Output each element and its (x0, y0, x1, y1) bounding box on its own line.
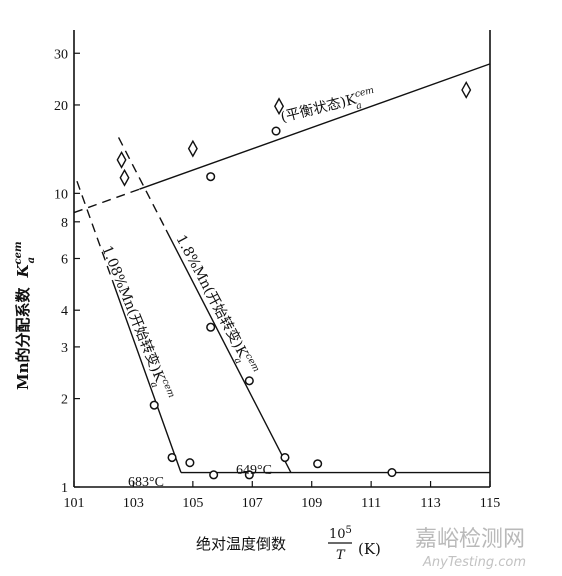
y-tick-label: 2 (61, 393, 68, 408)
fit-line-solid (165, 229, 292, 473)
circle-point (206, 322, 216, 332)
diamond-point (274, 97, 285, 116)
x-tick-label: 103 (123, 496, 144, 511)
x-tick-label: 101 (64, 496, 85, 511)
x-tick-label: 105 (182, 496, 203, 511)
tick-marks: 101 103 105 107 109 111 113 115 1 2 3 4 6 8 10 20 30 (54, 47, 500, 511)
x-tick-label: 113 (420, 496, 440, 511)
x-axis-fraction-numerator: 105 (329, 525, 352, 542)
axes (73, 30, 491, 488)
circle-point (149, 400, 159, 410)
diamond-point (116, 150, 127, 169)
circle-point (209, 470, 219, 480)
label-1-8-mn: 1.8%Mn(开始转变)Kcema (168, 231, 261, 379)
y-axis-label: Mn的分配系数Kcem a (13, 241, 37, 390)
fit-line-dashed (117, 137, 167, 231)
label-equilibrium: (平衡状态)Kcema (279, 85, 379, 131)
y-tick-label: 6 (61, 253, 68, 268)
watermark-title: 嘉峪检测网 (415, 527, 525, 552)
x-tick-label: 115 (480, 496, 500, 511)
x-axis-title: 绝对温度倒数 105 T (K) (196, 525, 381, 563)
fit-line-solid (139, 63, 491, 190)
x-axis-fraction-denominator: T (336, 548, 346, 563)
x-axis-label: 绝对温度倒数 (196, 535, 286, 553)
x-axis-unit: (K) (358, 540, 381, 558)
series-labels: (平衡状态)Kcema 1.08%Mn(开始转变)Kcema1.8%Mn(开始转变… (94, 85, 379, 490)
circle-point (167, 452, 177, 463)
x-tick-label: 109 (301, 496, 322, 511)
circle-point (387, 467, 397, 478)
y-axis-title: Mn的分配系数Kcem a (13, 241, 37, 390)
diamond-point (187, 139, 198, 158)
fit-lines (73, 63, 491, 474)
circle-point (313, 459, 323, 469)
y-tick-label: 1 (61, 481, 68, 496)
y-tick-label: 20 (54, 99, 68, 114)
temperature-annotation: 649°C (236, 463, 272, 478)
fit-line-solid (111, 280, 182, 473)
y-tick-label: 8 (61, 216, 68, 231)
circle-point (280, 452, 290, 463)
diamond-point (461, 81, 472, 99)
fit-line-dashed (73, 188, 140, 214)
watermark: 嘉峪检测网 AnyTesting.com (415, 527, 526, 570)
circle-point (206, 172, 216, 182)
y-tick-label: 10 (54, 187, 68, 202)
circle-point (244, 376, 254, 386)
data-points (116, 81, 472, 480)
y-tick-label: 30 (54, 47, 68, 62)
label-1-08-mn: 1.08%Mn(开始转变)Kcema (94, 243, 177, 404)
y-tick-label: 3 (61, 341, 68, 356)
y-tick-label: 4 (61, 304, 68, 319)
circle-point (185, 458, 195, 468)
circle-point (271, 126, 281, 136)
circle-point (244, 470, 254, 480)
x-tick-label: 111 (361, 496, 381, 511)
watermark-url: AnyTesting.com (422, 555, 526, 570)
x-tick-label: 107 (242, 496, 263, 511)
temperature-annotation: 683°C (128, 475, 164, 490)
diamond-point (119, 168, 130, 187)
fit-line-dashed (76, 180, 114, 282)
